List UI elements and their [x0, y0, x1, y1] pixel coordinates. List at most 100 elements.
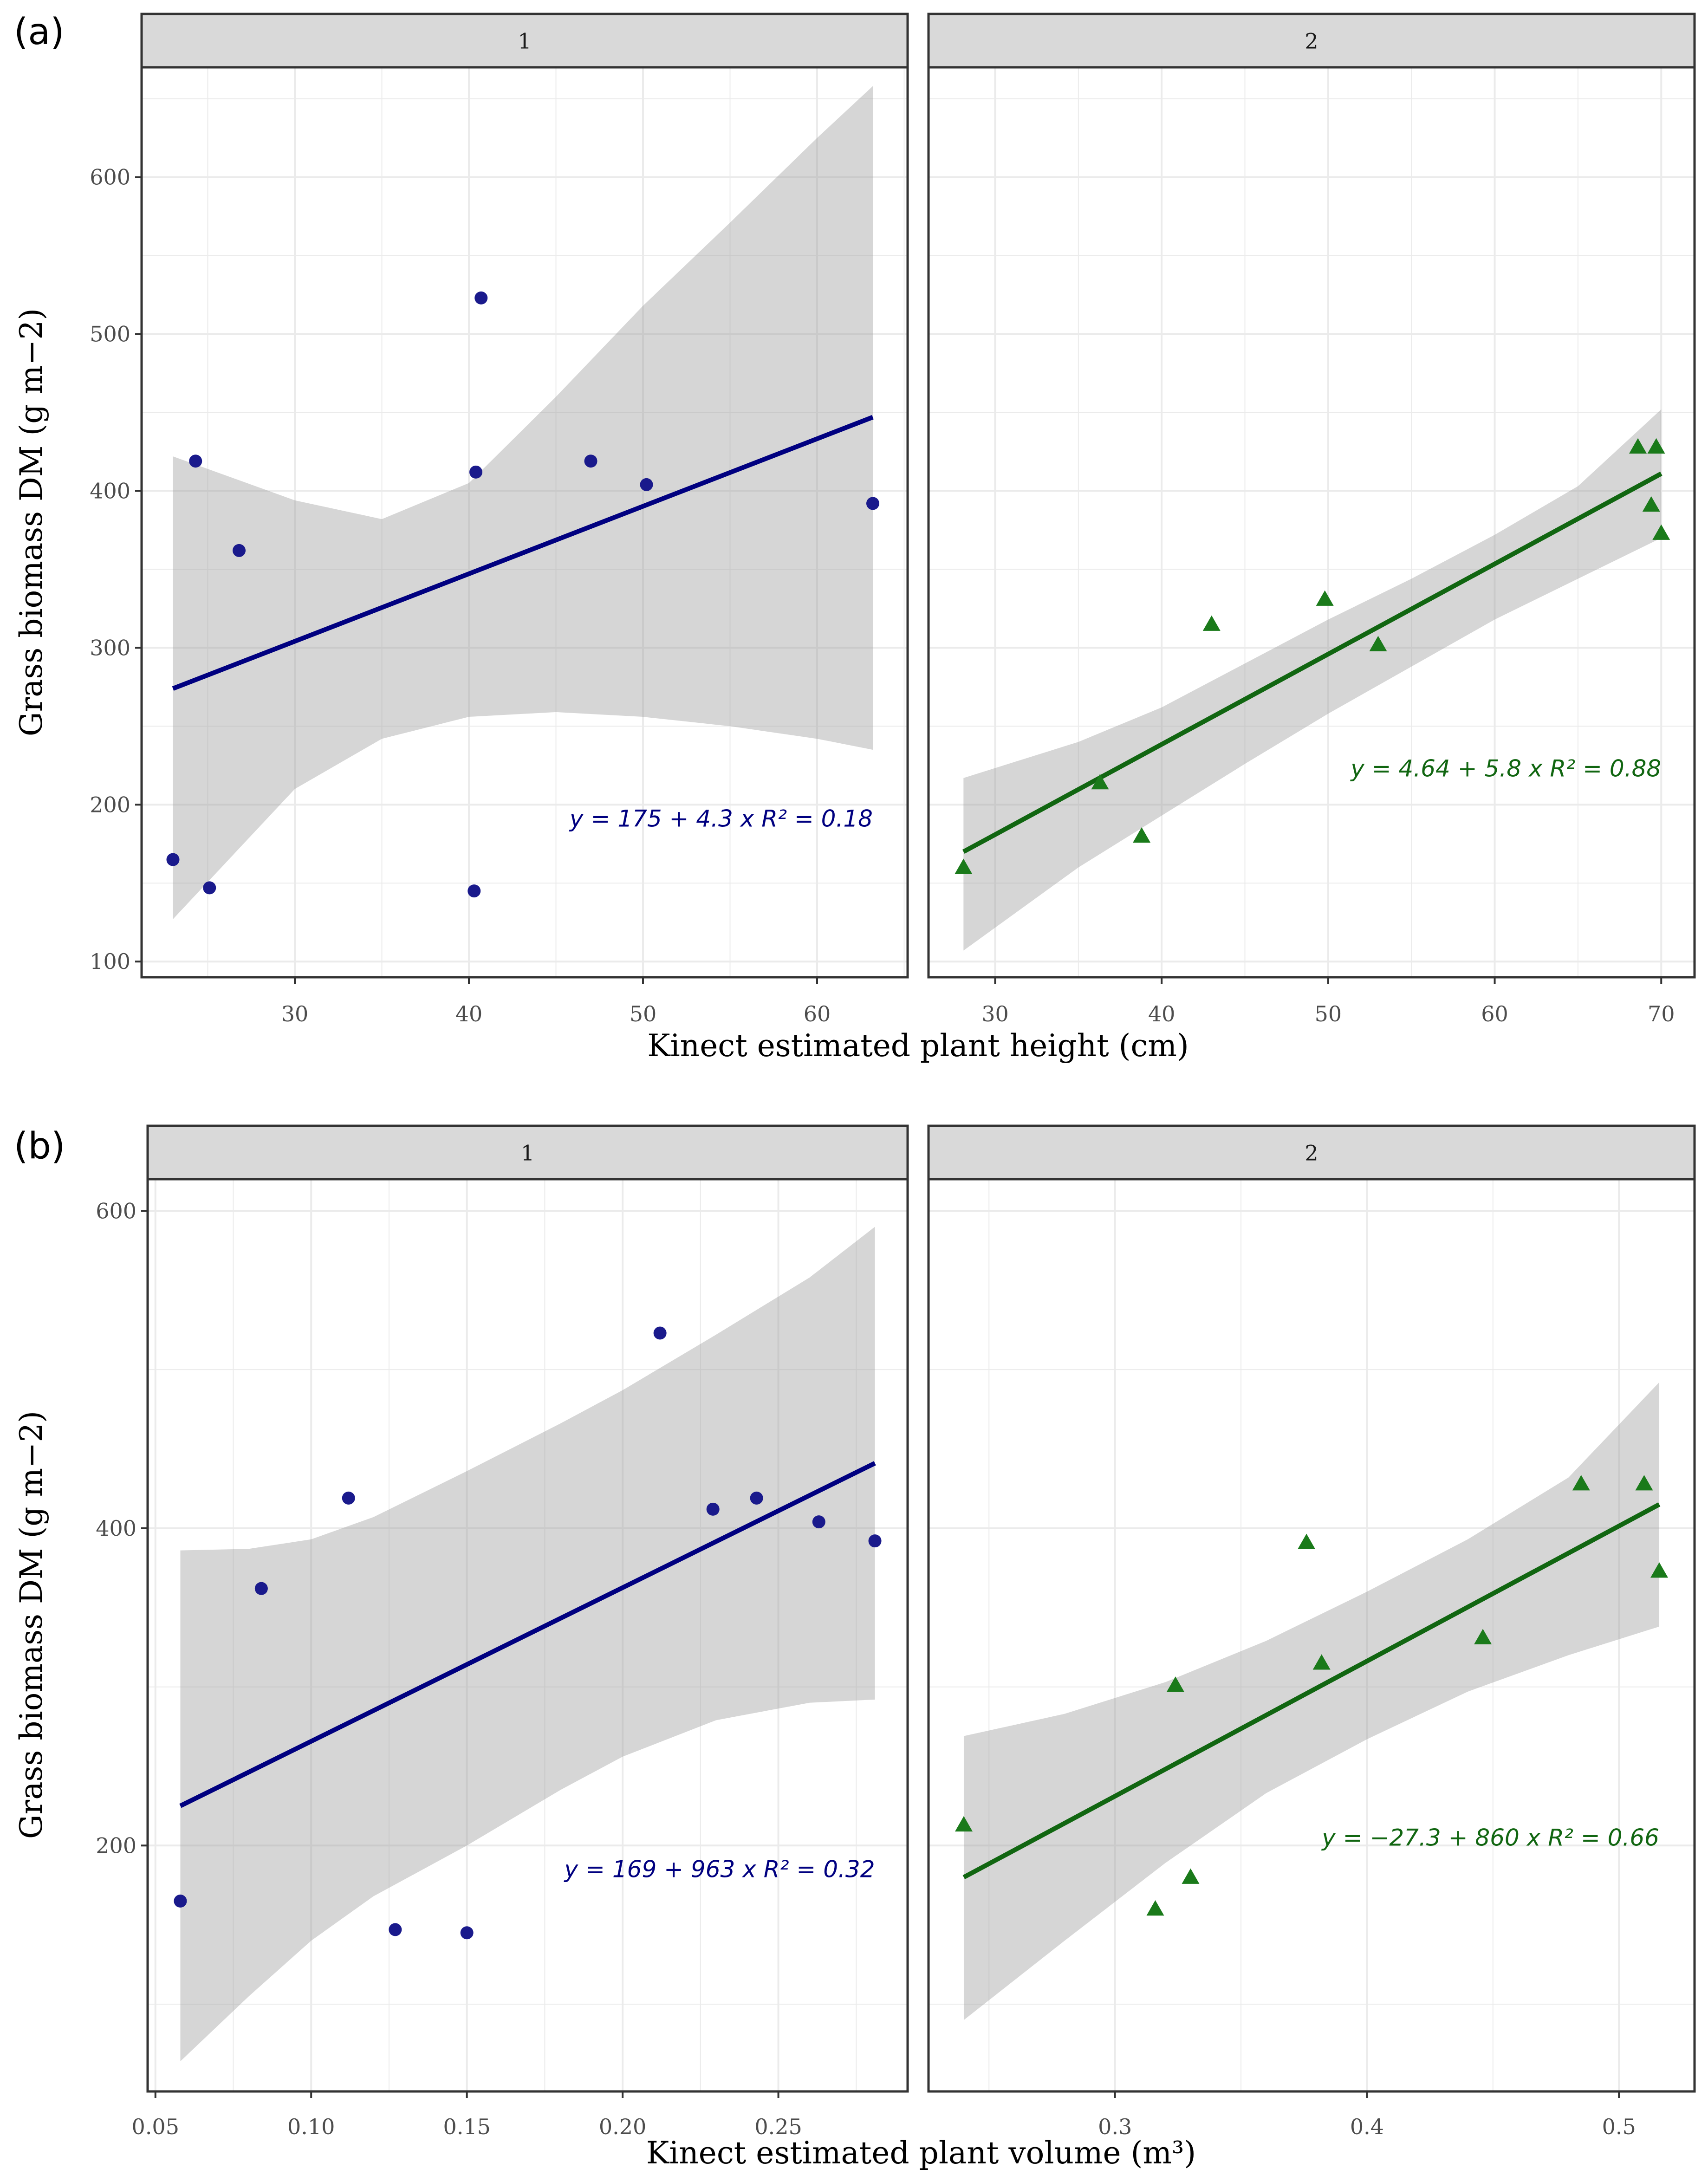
facet-strip — [146, 1124, 909, 1181]
data-point — [1369, 636, 1387, 651]
y-axis-title: Grass biomass DM (g m−2) — [13, 1411, 49, 1839]
data-point — [166, 853, 180, 866]
data-point — [955, 1816, 973, 1832]
plot-border — [140, 66, 909, 979]
equation-label: y = −27.3 + 860 x R² = 0.66 — [1321, 1824, 1659, 1851]
facet-1: 1 y = 169 + 963 x R² = 0.32 0.05 0.10 0.15 0.… — [132, 1124, 909, 2139]
data-point — [203, 881, 216, 895]
facet-2: 2 y = −27.3 + 860 x R² = 0.66 0.3 0.4 0.5 — [927, 1124, 1696, 2139]
data-point — [1146, 1900, 1164, 1916]
y-tick-label: 200 — [96, 1833, 136, 1858]
data-point — [866, 497, 879, 510]
x-tick-label: 0.10 — [287, 2114, 335, 2139]
plot-background — [142, 67, 908, 977]
x-tick-label: 50 — [630, 1001, 657, 1026]
equation-label: y = 169 + 963 x R² = 0.32 — [564, 1856, 875, 1883]
data-point — [750, 1491, 763, 1505]
x-tick-label: 0.5 — [1602, 2114, 1636, 2139]
data-point — [1133, 827, 1151, 843]
data-point — [1316, 590, 1334, 606]
data-point — [1647, 438, 1665, 454]
data-point — [584, 454, 597, 468]
y-tick-label: 400 — [90, 478, 130, 503]
data-point — [460, 1926, 474, 1940]
x-tick-label: 0.3 — [1098, 2114, 1132, 2139]
panel-label: (a) — [14, 11, 65, 53]
data-point — [868, 1534, 882, 1548]
data-point — [1642, 496, 1660, 512]
x-tick-label: 60 — [1481, 1001, 1508, 1026]
x-tick-label: 50 — [1315, 1001, 1342, 1026]
equation-label: y = 175 + 4.3 x R² = 0.18 — [569, 805, 873, 832]
data-point — [233, 544, 246, 557]
data-point — [342, 1491, 355, 1505]
data-point — [812, 1515, 825, 1529]
data-point — [640, 478, 653, 491]
data-point — [1166, 1676, 1184, 1692]
data-point — [706, 1502, 720, 1516]
facet-strip — [927, 1124, 1696, 1181]
equation-label: y = 4.64 + 5.8 x R² = 0.88 — [1350, 755, 1661, 782]
facet-2: 2 y = 4.64 + 5.8 x R² = 0.88 30 40 50 60 70 — [927, 13, 1696, 1026]
data-point — [653, 1326, 667, 1340]
x-tick-label: 40 — [1148, 1001, 1175, 1026]
facet-strip — [927, 13, 1696, 69]
facet-strip-label: 1 — [518, 29, 531, 54]
regression-line — [962, 471, 1663, 854]
data-point — [1652, 524, 1670, 540]
x-tick-label: 30 — [981, 1001, 1009, 1026]
facet-1: 1 y = 175 + 4.3 x R² = 0.18 30 40 50 60 — [140, 13, 909, 1026]
plot-border — [927, 1178, 1696, 2093]
x-tick-label: 0.20 — [599, 2114, 646, 2139]
chart-a: (a) Grass biomass DM (g m−2) Kinect estima… — [13, 11, 1696, 1064]
data-point — [1572, 1475, 1590, 1491]
y-tick-label: 500 — [90, 321, 130, 346]
x-axis-title: Kinect estimated plant height (cm) — [647, 1028, 1188, 1064]
y-tick-label: 200 — [90, 792, 130, 817]
x-tick-label: 0.4 — [1350, 2114, 1384, 2139]
data-point — [1650, 1562, 1669, 1578]
y-tick-label: 600 — [90, 165, 130, 190]
data-point — [254, 1582, 268, 1595]
data-point — [189, 454, 202, 468]
confidence-band — [173, 86, 873, 919]
y-axis-title: Grass biomass DM (g m−2) — [13, 308, 49, 736]
x-tick-label: 0.15 — [443, 2114, 490, 2139]
data-point — [1298, 1533, 1316, 1549]
y-tick-label: 400 — [96, 1516, 136, 1541]
data-point — [1635, 1475, 1653, 1491]
y-tick-label: 100 — [90, 949, 130, 974]
plot-background — [929, 1179, 1695, 2091]
data-point — [468, 884, 481, 898]
data-point — [955, 858, 973, 874]
plot-border — [927, 66, 1696, 979]
data-point — [469, 465, 482, 479]
data-point — [1182, 1868, 1200, 1884]
data-point — [1202, 615, 1221, 631]
regression-line — [179, 1461, 876, 1808]
x-axis-title: Kinect estimated plant volume (m³) — [646, 2135, 1196, 2171]
confidence-band — [963, 409, 1662, 951]
chart-b: (b) Grass biomass DM (g m−2) Kinect estima… — [13, 1124, 1696, 2171]
data-point — [174, 1894, 187, 1908]
data-point — [1629, 438, 1647, 454]
facet-strip-label: 2 — [1305, 1141, 1318, 1166]
y-tick-label: 300 — [90, 635, 130, 660]
x-tick-label: 30 — [281, 1001, 309, 1026]
confidence-band — [963, 1382, 1660, 2020]
plot-border — [146, 1178, 909, 2093]
x-tick-label: 70 — [1648, 1001, 1675, 1026]
data-point — [474, 291, 488, 305]
x-tick-label: 0.05 — [132, 2114, 179, 2139]
facet-strip-label: 2 — [1305, 29, 1318, 54]
data-point — [1312, 1654, 1331, 1670]
data-point — [1474, 1629, 1492, 1644]
confidence-band — [180, 1227, 875, 2062]
data-point — [1091, 773, 1109, 790]
y-tick-label: 600 — [96, 1198, 136, 1223]
panel-label: (b) — [14, 1125, 65, 1167]
facet-strip-label: 1 — [521, 1141, 534, 1166]
regression-line — [172, 415, 874, 691]
regression-line — [962, 1502, 1661, 1880]
